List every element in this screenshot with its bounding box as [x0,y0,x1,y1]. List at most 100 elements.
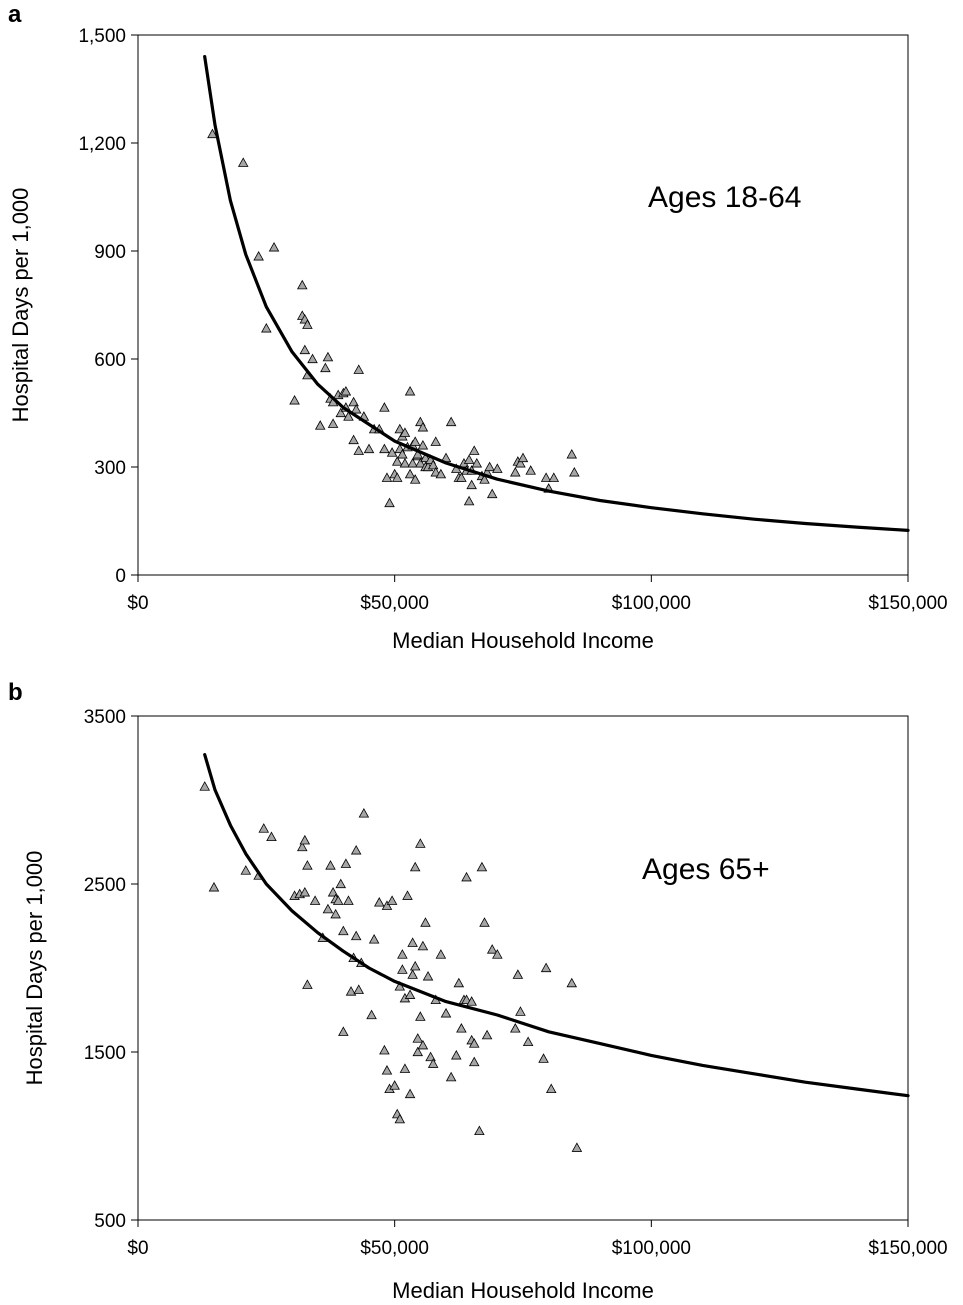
data-point [302,860,313,870]
data-point [566,448,578,459]
data-point [340,858,352,868]
data-point [379,1044,390,1055]
fit-curve [203,753,910,1098]
scatter-points [199,781,583,1152]
data-point [412,1046,424,1057]
data-point [445,1071,457,1082]
data-point [332,895,344,905]
scatter-points [207,128,580,508]
data-point [363,443,375,454]
data-point [409,436,421,446]
y-axis-label: Hospital Days per 1,000 [22,851,47,1086]
x-tick-label: $0 [127,1238,148,1259]
y-tick-label: 3500 [84,707,126,728]
data-point [322,351,334,362]
data-point [566,977,578,988]
data-point [492,463,503,473]
data-point [510,466,521,477]
data-point [394,1113,406,1124]
data-point [427,459,439,470]
data-point [208,881,220,892]
data-point [569,466,580,477]
y-tick-label: 500 [94,1211,126,1232]
data-point [517,452,529,463]
data-point [268,241,280,252]
data-point [456,472,467,482]
data-point [525,465,536,475]
data-point [417,439,429,450]
data-point [474,1125,485,1136]
data-point [402,890,413,900]
data-point [407,457,418,468]
data-point [391,456,403,466]
data-point [240,865,252,875]
data-point [391,472,403,482]
data-point [463,454,475,464]
data-point [440,1007,452,1018]
data-point [325,860,336,870]
x-tick-label: $0 [127,593,148,614]
data-point [492,949,503,959]
data-point [330,908,341,919]
data-point [340,385,352,396]
data-point [299,344,311,355]
data-point [253,250,264,261]
data-point [468,1056,480,1067]
data-point [384,497,395,508]
data-point [427,1058,439,1068]
data-point [302,319,313,329]
data-point [435,949,447,959]
data-point [466,479,477,490]
data-point [466,996,477,1006]
x-axis-label: Median Household Income [392,628,654,653]
y-tick-label: 900 [94,242,126,263]
data-point [409,474,421,484]
data-point [456,1023,467,1033]
y-tick-label: 1,200 [78,134,126,155]
data-point [299,886,311,897]
fit-curve [203,55,910,532]
plot-frame [137,715,909,1221]
data-point [522,1036,534,1046]
x-tick-label: $150,000 [868,1238,947,1259]
data-point [289,394,300,405]
x-tick-label: $100,000 [612,593,691,614]
data-point [453,977,465,988]
data-point [435,468,447,479]
data-point [343,411,354,421]
plot-frame [137,34,909,576]
data-point [415,1011,426,1021]
data-point [353,445,365,455]
data-point [296,279,308,290]
data-point [353,364,365,374]
panel-letter: a [8,1,22,28]
data-point [510,1023,521,1033]
data-point [314,420,326,430]
data-point [407,937,418,947]
y-tick-label: 300 [94,458,126,479]
x-axis-label: Median Household Income [392,1278,654,1303]
data-point [373,897,385,907]
data-point [540,962,552,973]
data-point [407,969,418,979]
data-point [412,1033,424,1043]
data-point [479,474,490,484]
data-point [420,917,431,927]
data-point [350,844,362,855]
data-point [389,1080,400,1090]
data-point [479,917,490,927]
data-point [368,934,380,944]
data-point [425,1051,436,1062]
data-point [379,443,390,454]
chart-panel-b: b 500 1500 2500 3500 $0 $50,000 $100,000 $150,00… [8,679,948,1303]
data-point [237,157,249,167]
data-point [486,944,498,954]
data-point [515,1006,526,1016]
data-point [399,457,411,468]
data-point [335,878,347,889]
y-tick-label: 0 [115,566,126,587]
x-tick-label: $100,000 [612,1238,691,1259]
data-point [353,984,365,994]
data-point [343,895,354,905]
data-point [338,925,349,936]
